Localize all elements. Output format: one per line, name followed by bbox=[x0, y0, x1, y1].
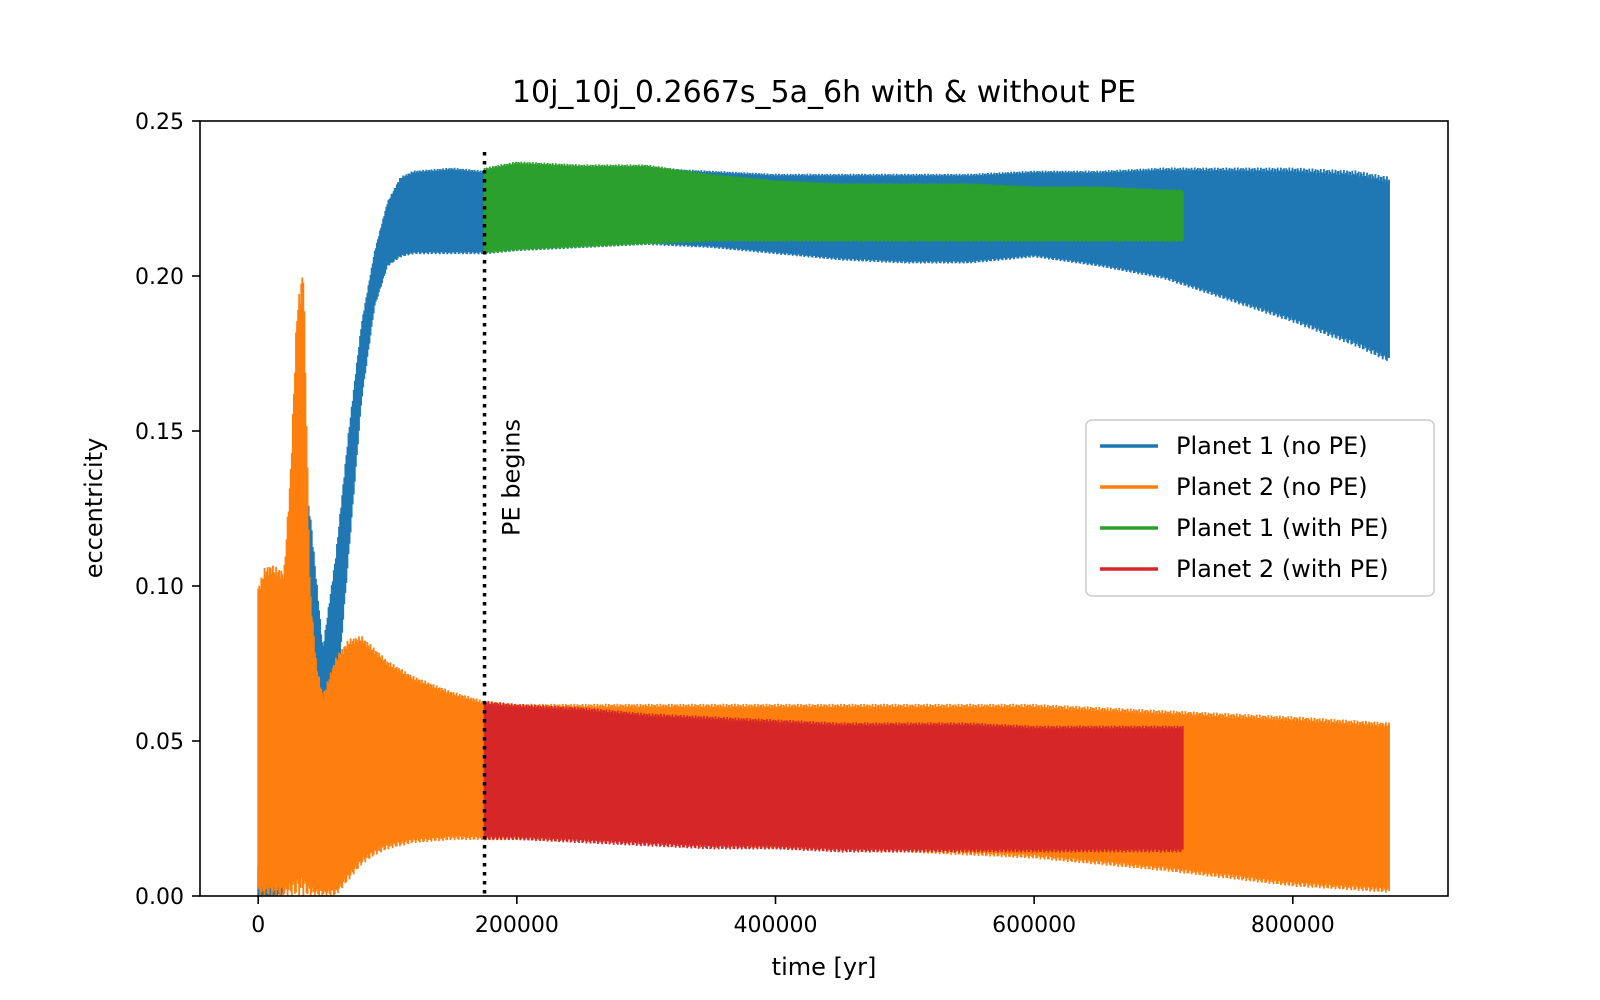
x-tick-label: 800000 bbox=[1251, 913, 1335, 938]
x-tick-label: 0 bbox=[251, 913, 265, 938]
legend-label: Planet 1 (no PE) bbox=[1176, 432, 1368, 460]
pe-begins-label: PE begins bbox=[498, 419, 526, 536]
x-axis-label: time [yr] bbox=[772, 953, 877, 981]
plot-frame bbox=[199, 120, 1449, 897]
legend: Planet 1 (no PE) Planet 2 (no PE) Planet 1… bbox=[1085, 419, 1435, 597]
chart-title: 10j_10j_0.2667s_5a_6h with & without PE bbox=[512, 75, 1136, 110]
series-layer bbox=[257, 161, 1390, 896]
series-planet-1-with-pe bbox=[483, 161, 1184, 254]
y-tick-label: 0.25 bbox=[135, 110, 184, 135]
y-axis-label: eccentricity bbox=[80, 438, 108, 579]
x-tick-label: 600000 bbox=[992, 913, 1076, 938]
y-tick-label: 0.15 bbox=[135, 420, 184, 445]
legend-label: Planet 2 (no PE) bbox=[1176, 473, 1368, 501]
x-tick-label: 400000 bbox=[734, 913, 818, 938]
x-axis: 0 200000 400000 600000 800000 bbox=[251, 896, 1335, 938]
x-tick-label: 200000 bbox=[475, 913, 559, 938]
y-tick-label: 0.00 bbox=[135, 885, 184, 910]
y-axis: 0.00 0.05 0.10 0.15 0.20 0.25 bbox=[135, 110, 200, 910]
y-tick-label: 0.05 bbox=[135, 730, 184, 755]
y-tick-label: 0.20 bbox=[135, 265, 184, 290]
legend-box bbox=[1085, 419, 1435, 597]
legend-label: Planet 2 (with PE) bbox=[1176, 555, 1389, 583]
y-tick-label: 0.10 bbox=[135, 575, 184, 600]
series-planet-2-with-pe bbox=[483, 701, 1184, 853]
legend-label: Planet 1 (with PE) bbox=[1176, 514, 1389, 542]
